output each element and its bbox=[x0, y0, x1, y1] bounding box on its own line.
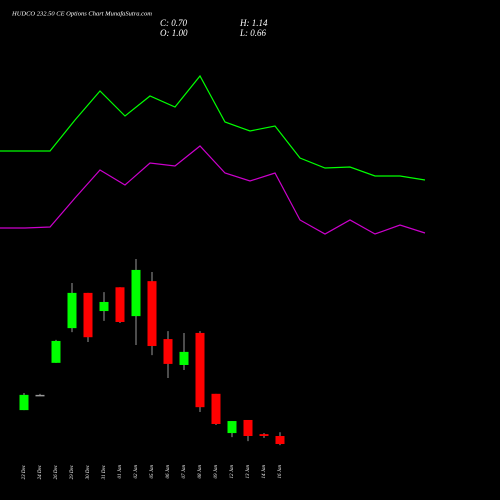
candle-body bbox=[227, 421, 237, 434]
candle-body bbox=[179, 351, 189, 365]
candle-body bbox=[115, 287, 125, 322]
x-tick-label: 06 Jan bbox=[166, 465, 171, 479]
candle-body bbox=[99, 301, 109, 312]
x-tick-label: 23 Dec bbox=[22, 464, 27, 479]
candle-body bbox=[195, 332, 205, 408]
x-tick-label: 30 Dec bbox=[86, 464, 91, 479]
candle-body bbox=[83, 292, 93, 338]
candle-body bbox=[147, 281, 157, 347]
x-tick-label: 05 Jan bbox=[150, 465, 155, 479]
high-label: H: 1.14 bbox=[239, 18, 268, 28]
x-tick-label: 16 Jan bbox=[278, 465, 283, 479]
line-series bbox=[0, 74, 426, 181]
x-tick-label: 09 Jan bbox=[214, 465, 219, 479]
x-tick-label: 14 Jan bbox=[262, 465, 267, 479]
candle-body bbox=[19, 394, 29, 411]
x-tick-label: 02 Jan bbox=[134, 465, 139, 479]
chart-title: HUDCO 232.50 CE Options Chart MunafaSutr… bbox=[11, 10, 152, 17]
low-label: L: 0.66 bbox=[239, 28, 267, 38]
x-tick-label: 01 Jan bbox=[118, 465, 123, 479]
x-tick-label: 29 Dec bbox=[70, 464, 75, 479]
candle-body bbox=[163, 339, 173, 364]
candle-body bbox=[51, 340, 61, 363]
candle-body bbox=[243, 419, 253, 436]
close-label: C: 0.70 bbox=[160, 18, 188, 28]
candle-body bbox=[35, 394, 45, 397]
x-tick-label: 24 Dec bbox=[38, 464, 43, 479]
x-tick-label: 13 Jan bbox=[246, 465, 251, 479]
candle-body bbox=[211, 393, 221, 424]
candle-body bbox=[275, 436, 285, 445]
x-tick-label: 12 Jan bbox=[230, 465, 235, 479]
open-label: O: 1.00 bbox=[160, 28, 188, 38]
x-tick-label: 08 Jan bbox=[198, 465, 203, 479]
x-tick-label: 31 Dec bbox=[102, 464, 107, 479]
candle-body bbox=[67, 292, 77, 329]
line-series bbox=[0, 145, 426, 235]
x-tick-label: 07 Jan bbox=[182, 465, 187, 479]
x-tick-label: 26 Dec bbox=[54, 464, 59, 479]
candle-body bbox=[259, 434, 269, 436]
candle-body bbox=[131, 269, 141, 317]
